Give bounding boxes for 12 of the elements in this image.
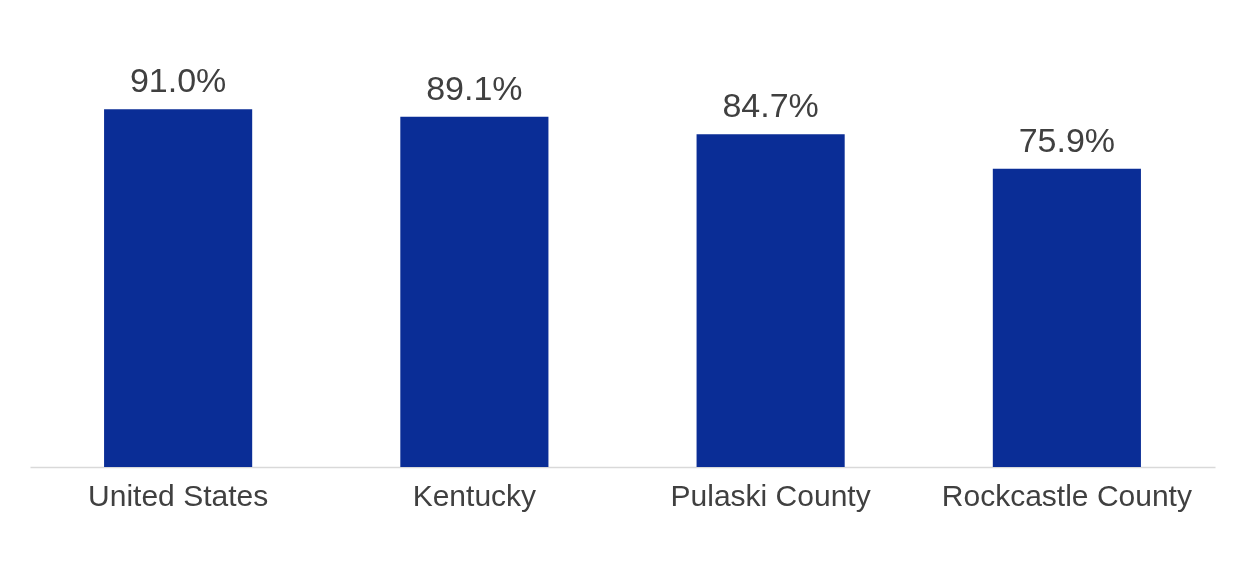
data-label: 91.0%	[129, 61, 227, 100]
bar	[992, 168, 1141, 467]
data-label: 89.1%	[426, 68, 523, 107]
data-label: 75.9%	[1018, 120, 1116, 159]
x-tick-label: Rockcastle County	[941, 478, 1192, 512]
data-label: 84.7%	[722, 86, 819, 125]
x-tick-label: Pulaski County	[670, 478, 871, 512]
bar	[104, 109, 253, 467]
bar	[696, 134, 845, 467]
x-tick-label: Kentucky	[412, 478, 537, 512]
bar	[400, 116, 549, 467]
x-tick-label: United States	[88, 478, 269, 512]
